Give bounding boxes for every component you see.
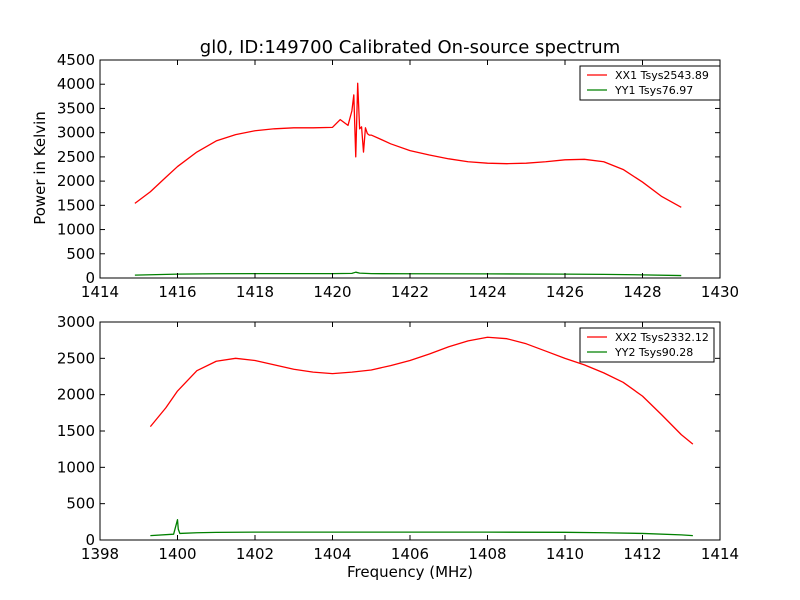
x-axis-label: Frequency (MHz) xyxy=(347,563,473,581)
x-tick-label: 1402 xyxy=(236,545,274,563)
y-tick-label: 4000 xyxy=(57,75,95,93)
x-tick-label: 1414 xyxy=(81,283,119,301)
y-axis-label: Power in Kelvin xyxy=(31,111,49,225)
y-tick-label: 2500 xyxy=(57,148,95,166)
series-line-yy xyxy=(150,519,693,537)
bottom-panel: 1398 1400 1402 1404 1406 1408 1410 1412 1414 0 500… xyxy=(57,313,739,563)
x-tick-label: 1412 xyxy=(623,545,661,563)
y-tick-label: 4500 xyxy=(57,51,95,69)
legend-box xyxy=(579,65,721,101)
top-panel: 1414 1416 1418 1420 1422 1424 1426 1428 1430 0 500… xyxy=(57,51,739,301)
legend-label-yy: YY2 Tsys90.28 xyxy=(614,346,693,359)
legend-label-xx: XX2 Tsys2332.12 xyxy=(615,331,709,344)
x-tick-label: 1404 xyxy=(313,545,351,563)
legend: XX2 Tsys2332.12 YY2 Tsys90.28 xyxy=(579,327,715,363)
y-tick-label: 500 xyxy=(66,245,95,263)
x-tick-label: 1410 xyxy=(546,545,584,563)
legend-label-yy: YY1 Tsys76.97 xyxy=(614,84,693,97)
y-tick-label: 1000 xyxy=(57,221,95,239)
legend: XX1 Tsys2543.89 YY1 Tsys76.97 xyxy=(579,65,721,101)
y-tick-label: 0 xyxy=(85,269,95,287)
x-tick-label: 1408 xyxy=(468,545,506,563)
x-tick-label: 1424 xyxy=(468,283,506,301)
legend-label-xx: XX1 Tsys2543.89 xyxy=(615,69,709,82)
x-tick-label: 1430 xyxy=(701,283,739,301)
y-tick-label: 0 xyxy=(85,531,95,549)
chart-title: gl0, ID:149700 Calibrated On-source spec… xyxy=(200,37,620,58)
x-tick-label: 1428 xyxy=(623,283,661,301)
y-tick-label: 3500 xyxy=(57,99,95,117)
legend-box xyxy=(579,327,715,363)
series-line-xx xyxy=(134,82,682,208)
y-tick-label: 2000 xyxy=(57,172,95,190)
x-tick-label: 1426 xyxy=(546,283,584,301)
y-tick-label: 1000 xyxy=(57,458,95,476)
y-tick-label: 500 xyxy=(66,495,95,513)
y-tick-label: 1500 xyxy=(57,196,95,214)
x-tick-label: 1418 xyxy=(236,283,274,301)
series-line-xx xyxy=(149,336,694,445)
x-tick-label: 1416 xyxy=(158,283,196,301)
x-tick-label: 1422 xyxy=(391,283,429,301)
y-tick-label: 2500 xyxy=(57,349,95,367)
y-tick-label: 2000 xyxy=(57,386,95,404)
x-tick-label: 1414 xyxy=(701,545,739,563)
x-tick-label: 1420 xyxy=(313,283,351,301)
y-tick-label: 3000 xyxy=(57,124,95,142)
x-tick-label: 1400 xyxy=(158,545,196,563)
x-tick-label: 1406 xyxy=(391,545,429,563)
x-tick-label: 1398 xyxy=(81,545,119,563)
y-tick-label: 1500 xyxy=(57,422,95,440)
y-tick-label: 3000 xyxy=(57,313,95,331)
series-line-yy xyxy=(134,271,682,277)
